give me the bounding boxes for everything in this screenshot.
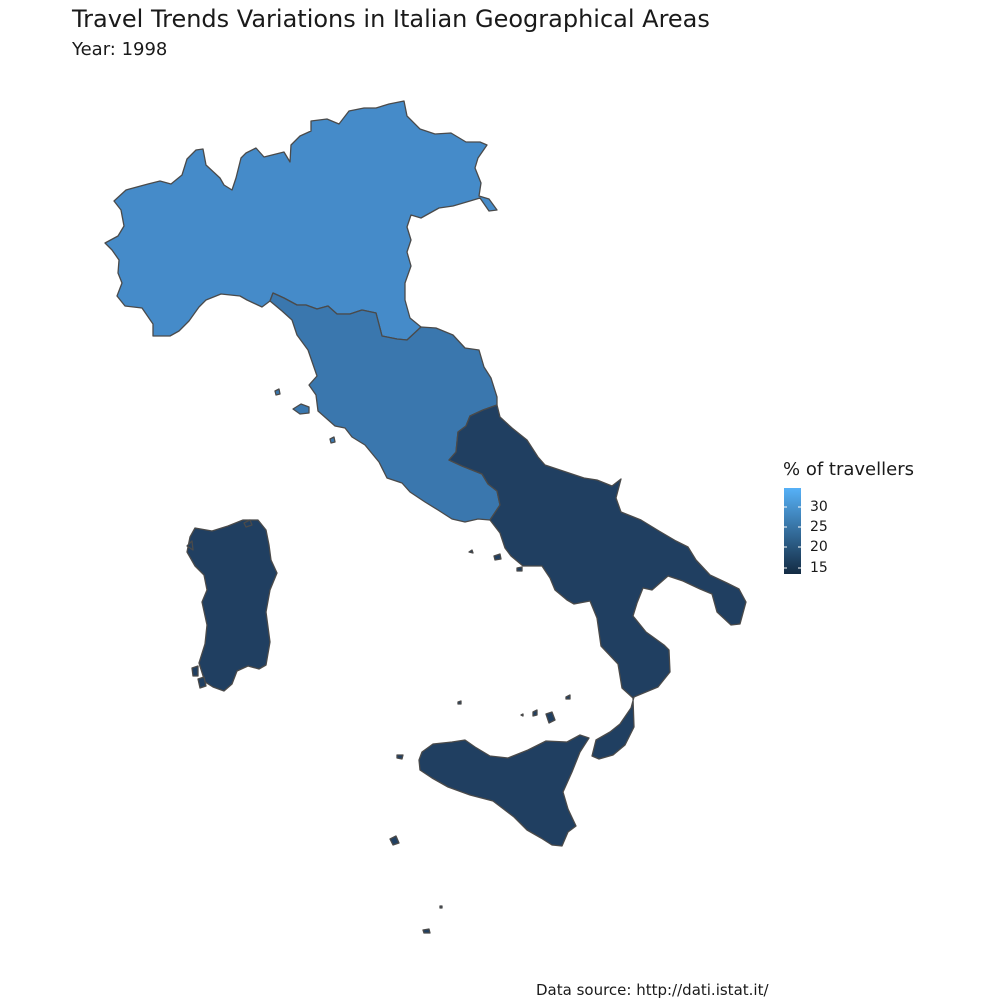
data-source-caption: Data source: http://dati.istat.it/ xyxy=(536,981,769,999)
island-maddalena xyxy=(243,519,253,528)
island-lampedusa xyxy=(422,928,431,934)
legend-body: 30 25 20 15 xyxy=(783,488,914,576)
region-sardinia[interactable] xyxy=(186,519,278,692)
island-capraia xyxy=(274,388,281,396)
island-asinara xyxy=(186,540,194,551)
region-sicily[interactable] xyxy=(418,734,590,847)
island-pantelleria xyxy=(389,835,400,846)
island-giglio xyxy=(329,436,336,444)
legend-colorbar xyxy=(784,488,801,574)
legend-tick-label: 25 xyxy=(810,519,828,535)
chart-subtitle: Year: 1998 xyxy=(72,39,168,60)
island-aeolian-3 xyxy=(545,711,556,724)
island-egadi xyxy=(396,754,404,760)
legend-title: % of travellers xyxy=(783,459,914,480)
color-legend: % of travellers 30 25 20 15 xyxy=(783,459,914,576)
island-ponza xyxy=(468,549,474,554)
legend-tick-label: 15 xyxy=(810,560,828,576)
island-stromboli xyxy=(565,694,571,700)
island-san-pietro xyxy=(191,665,199,677)
legend-tick-label: 30 xyxy=(810,499,828,515)
region-north[interactable] xyxy=(104,100,498,341)
island-elba xyxy=(292,403,310,415)
island-aeolian-2 xyxy=(532,709,538,717)
island-ischia xyxy=(493,553,502,561)
legend-tick-label: 20 xyxy=(810,539,828,555)
island-capri xyxy=(516,566,523,572)
island-sant-antioco xyxy=(197,676,207,689)
island-linosa xyxy=(439,905,443,909)
island-aeolian-1 xyxy=(520,713,524,717)
island-ustica xyxy=(457,700,462,705)
region-south[interactable] xyxy=(448,404,747,760)
chart-title: Travel Trends Variations in Italian Geog… xyxy=(72,5,710,33)
